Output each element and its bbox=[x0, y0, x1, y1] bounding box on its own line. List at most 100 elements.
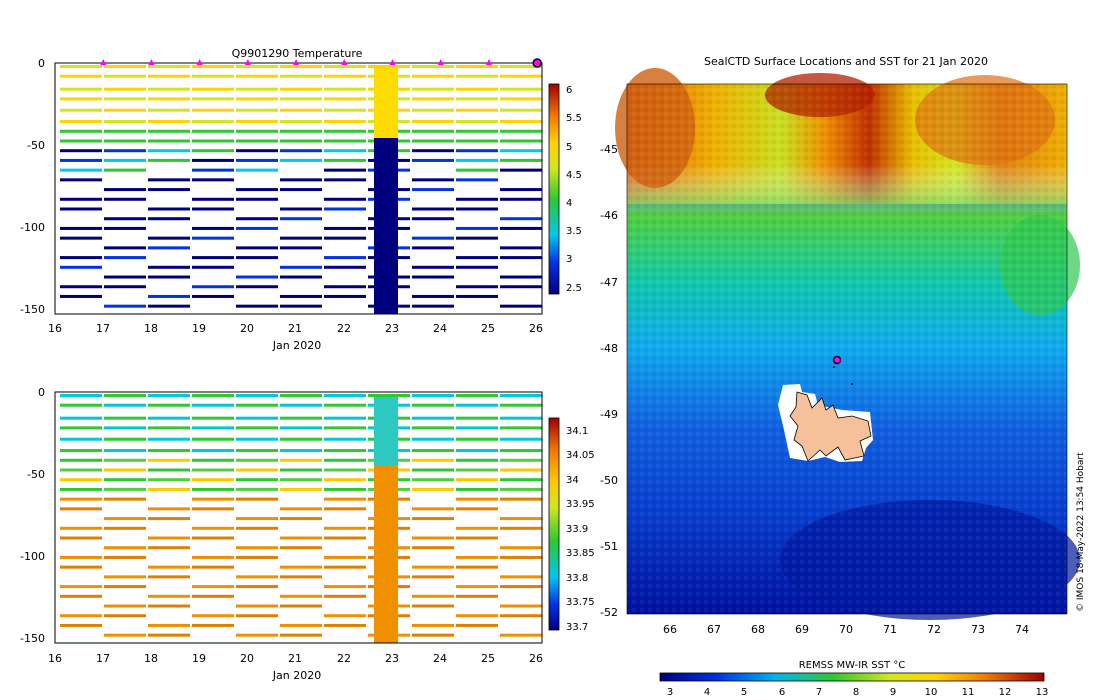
temperature-data bbox=[60, 65, 542, 314]
temp-xtick: 25 bbox=[481, 322, 495, 335]
temp-cbar-tick: 3.5 bbox=[566, 226, 582, 237]
sst-cbar-tick: 7 bbox=[816, 687, 822, 698]
temp-cbar-tick: 5.5 bbox=[566, 113, 582, 124]
sal-ytick: 0 bbox=[38, 386, 45, 399]
temperature-xlabel: Jan 2020 bbox=[272, 339, 321, 352]
sal-cbar-tick: 33.75 bbox=[566, 597, 595, 608]
temp-cbar-tick: 5 bbox=[566, 142, 572, 153]
salinity-y-ticks: 0 -50 -100 -150 bbox=[20, 386, 45, 645]
sst-ytick: -46 bbox=[600, 209, 618, 222]
sal-cbar-tick: 34.05 bbox=[566, 450, 595, 461]
temperature-profile-markers bbox=[100, 58, 542, 68]
profile-marker bbox=[148, 59, 155, 65]
temperature-colorbar-ramp bbox=[548, 83, 560, 295]
temperature-axes-frame bbox=[54, 62, 543, 315]
sal-ytick: -100 bbox=[20, 550, 45, 563]
sal-xtick: 25 bbox=[481, 652, 495, 665]
temp-ytick: 0 bbox=[38, 57, 45, 70]
temp-cbar-tick: 2.5 bbox=[566, 283, 582, 294]
temp-xtick: 26 bbox=[529, 322, 543, 335]
sst-map-panel: SealCTD Surface Locations and SST for 21… bbox=[600, 55, 1086, 698]
sal-xtick: 26 bbox=[529, 652, 543, 665]
profile-marker bbox=[341, 59, 348, 65]
sst-ytick: -50 bbox=[600, 474, 618, 487]
credit-text: © IMOS 18-May-2022 13:54 Hobart bbox=[1076, 452, 1086, 612]
temp-xtick: 23 bbox=[385, 322, 399, 335]
sst-xtick: 74 bbox=[1015, 623, 1029, 636]
sal-cbar-tick: 34 bbox=[566, 475, 579, 486]
sal-xtick: 23 bbox=[385, 652, 399, 665]
temp-xtick: 24 bbox=[433, 322, 447, 335]
temp-ytick: -50 bbox=[27, 139, 45, 152]
salinity-colorbar-ramp bbox=[548, 417, 560, 631]
sst-cbar-tick: 13 bbox=[1036, 687, 1049, 698]
sst-xtick: 67 bbox=[707, 623, 721, 636]
sst-xtick: 70 bbox=[839, 623, 853, 636]
temp-cbar-tick: 4 bbox=[566, 198, 572, 209]
profile-marker bbox=[389, 59, 396, 65]
sal-xtick: 18 bbox=[144, 652, 158, 665]
salinity-panel: 16 17 18 19 20 21 22 23 24 25 26 Jan 202… bbox=[20, 386, 595, 682]
sst-xtick: 68 bbox=[751, 623, 765, 636]
salinity-colorbar: 33.7 33.75 33.8 33.85 33.9 33.95 34 34.0… bbox=[548, 417, 595, 633]
sst-ytick: -51 bbox=[600, 540, 618, 553]
sst-y-ticks: -45 -46 -47 -48 -49 -50 -51 -52 bbox=[600, 143, 618, 619]
sst-cbar-tick: 9 bbox=[890, 687, 896, 698]
seal-track-point bbox=[833, 366, 835, 368]
sal-xtick: 16 bbox=[48, 652, 62, 665]
sst-field bbox=[615, 68, 1080, 620]
sst-texture bbox=[627, 84, 1067, 614]
temp-ytick: -150 bbox=[20, 303, 45, 316]
temperature-colorbar: 2.5 3 3.5 4 4.5 5 5.5 6 bbox=[548, 83, 582, 295]
profile-marker bbox=[100, 59, 107, 65]
sal-ytick: -50 bbox=[27, 468, 45, 481]
temp-cbar-tick: 4.5 bbox=[566, 170, 582, 181]
salinity-data bbox=[60, 394, 542, 643]
sal-cbar-tick: 34.1 bbox=[566, 426, 588, 437]
sst-colorbar: 3 4 5 6 7 8 9 10 11 12 13 bbox=[659, 672, 1049, 698]
sal-cbar-tick: 33.8 bbox=[566, 573, 588, 584]
sst-map-frame bbox=[626, 83, 1068, 615]
temp-cbar-tick: 6 bbox=[566, 85, 572, 96]
sst-colorbar-ramp bbox=[659, 672, 1045, 682]
temperature-y-ticks: 0 -50 -100 -150 bbox=[20, 57, 45, 316]
sst-cbar-tick: 5 bbox=[741, 687, 747, 698]
temp-xtick: 20 bbox=[240, 322, 254, 335]
sal-cbar-tick: 33.85 bbox=[566, 548, 595, 559]
sst-ytick: -45 bbox=[600, 143, 618, 156]
temp-xtick: 21 bbox=[288, 322, 302, 335]
sal-xtick: 21 bbox=[288, 652, 302, 665]
salinity-x-ticks: 16 17 18 19 20 21 22 23 24 25 26 bbox=[48, 652, 543, 665]
temperature-panel: Q9901290 Temperature 16 17 18 19 20 21 2… bbox=[20, 47, 582, 352]
sal-cbar-tick: 33.95 bbox=[566, 499, 595, 510]
sst-cbar-tick: 10 bbox=[925, 687, 938, 698]
sst-cbar-tick: 8 bbox=[853, 687, 859, 698]
sal-ytick: -150 bbox=[20, 632, 45, 645]
temp-ytick: -100 bbox=[20, 221, 45, 234]
sal-cbar-tick: 33.9 bbox=[566, 524, 588, 535]
sal-cbar-tick: 33.7 bbox=[566, 622, 588, 633]
temp-xtick: 18 bbox=[144, 322, 158, 335]
sst-cbar-tick: 6 bbox=[779, 687, 785, 698]
salinity-xlabel: Jan 2020 bbox=[272, 669, 321, 682]
sal-xtick: 20 bbox=[240, 652, 254, 665]
sst-cbar-tick: 3 bbox=[667, 687, 673, 698]
kerguelen-island bbox=[778, 384, 873, 462]
sst-map-title: SealCTD Surface Locations and SST for 21… bbox=[704, 55, 988, 68]
profile-marker bbox=[437, 59, 444, 65]
temp-xtick: 16 bbox=[48, 322, 62, 335]
temperature-title: Q9901290 Temperature bbox=[232, 47, 363, 60]
profile-marker bbox=[485, 59, 492, 65]
sst-xtick: 73 bbox=[971, 623, 985, 636]
sal-xtick: 19 bbox=[192, 652, 206, 665]
sal-xtick: 17 bbox=[96, 652, 110, 665]
sst-colorbar-label: REMSS MW-IR SST °C bbox=[799, 660, 906, 671]
sst-cbar-tick: 12 bbox=[999, 687, 1012, 698]
seal-track-point bbox=[851, 383, 853, 385]
profile-marker bbox=[293, 59, 300, 65]
temp-cbar-tick: 3 bbox=[566, 254, 572, 265]
seal-location-dot bbox=[832, 355, 842, 365]
sst-cbar-tick: 11 bbox=[962, 687, 975, 698]
island-outline bbox=[789, 391, 872, 462]
